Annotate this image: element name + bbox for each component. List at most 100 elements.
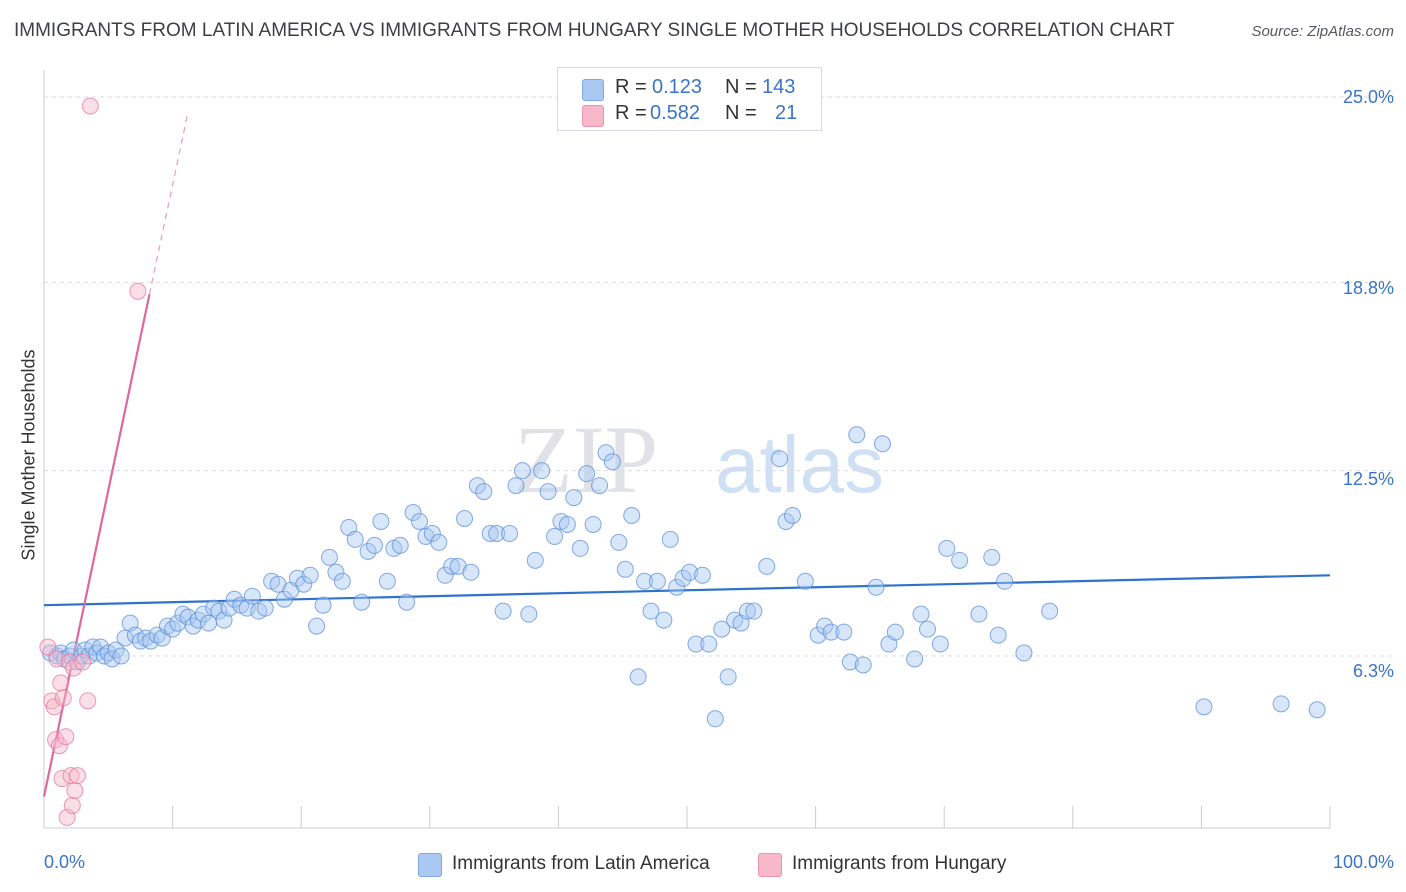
point-latin-america <box>591 477 609 495</box>
point-latin-america <box>951 551 969 569</box>
point-hungary <box>81 97 99 115</box>
point-latin-america <box>488 524 506 542</box>
point-hungary <box>39 638 57 656</box>
point-latin-america <box>256 599 274 617</box>
point-latin-america <box>275 590 293 608</box>
point-latin-america <box>481 524 499 542</box>
point-latin-america <box>359 542 377 560</box>
point-latin-america <box>539 483 557 501</box>
point-latin-america <box>783 507 801 525</box>
point-latin-america <box>571 539 589 557</box>
trend-line-latin-america <box>43 574 1331 607</box>
point-latin-america <box>668 578 686 596</box>
point-latin-america <box>687 635 705 653</box>
bottom-legend-label: Immigrants from Latin America <box>452 853 710 874</box>
point-latin-america <box>700 635 718 653</box>
point-hungary <box>129 282 147 300</box>
point-latin-america <box>225 590 243 608</box>
axes <box>43 70 1331 829</box>
point-latin-america <box>308 617 326 635</box>
point-latin-america <box>378 572 396 590</box>
point-latin-america <box>674 569 692 587</box>
stats-legend: R = 0.123 N = 143 R = 0.582 N = 21 <box>557 67 822 131</box>
watermark-atlas: atlas <box>715 420 884 509</box>
point-latin-america <box>867 578 885 596</box>
point-latin-america <box>629 668 647 686</box>
x-tick-label-min: 0.0% <box>44 852 86 872</box>
y-axis-label: Single Mother Households <box>18 349 39 561</box>
point-latin-america <box>693 566 711 584</box>
point-latin-america <box>430 533 448 551</box>
point-latin-america <box>661 530 679 548</box>
point-latin-america <box>1015 644 1033 662</box>
point-latin-america <box>1308 701 1326 719</box>
point-latin-america <box>886 623 904 641</box>
point-latin-america <box>366 536 384 554</box>
point-latin-america <box>816 617 834 635</box>
point-latin-america <box>989 626 1007 644</box>
point-latin-america <box>771 450 789 468</box>
data-points <box>39 97 1326 826</box>
point-latin-america <box>320 548 338 566</box>
point-latin-america <box>848 426 866 444</box>
point-latin-america <box>288 569 306 587</box>
point-latin-america <box>918 620 936 638</box>
point-latin-america <box>243 587 261 605</box>
y-tick-label: 18.8% <box>1342 278 1394 298</box>
legend-r-value: 0.123 <box>652 76 703 98</box>
point-latin-america <box>777 512 795 530</box>
point-latin-america <box>1272 695 1290 713</box>
source-credit: Source: ZipAtlas.com <box>1251 23 1394 40</box>
x-tick-label-max: 100.0% <box>1332 852 1394 872</box>
point-latin-america <box>533 462 551 480</box>
point-latin-america <box>565 489 583 507</box>
point-latin-america <box>584 515 602 533</box>
point-latin-america <box>391 536 409 554</box>
point-latin-america <box>841 653 859 671</box>
point-latin-america <box>623 507 641 525</box>
watermark-zip: ZIP <box>514 406 658 513</box>
point-latin-america <box>931 635 949 653</box>
point-latin-america <box>578 465 596 483</box>
point-latin-america <box>210 602 228 620</box>
point-latin-america <box>681 563 699 581</box>
point-latin-america <box>938 539 956 557</box>
point-latin-america <box>655 611 673 629</box>
point-latin-america <box>353 593 371 611</box>
point-latin-america <box>494 602 512 620</box>
legend-swatch-latin-america <box>582 79 604 101</box>
point-latin-america <box>205 599 223 617</box>
point-latin-america <box>610 533 628 551</box>
legend-n-label: N = <box>725 102 757 124</box>
chart-title: IMMIGRANTS FROM LATIN AMERICA VS IMMIGRA… <box>14 20 1175 41</box>
point-latin-america <box>468 477 486 495</box>
point-latin-america <box>996 572 1014 590</box>
point-latin-america <box>558 515 576 533</box>
point-latin-america <box>507 477 525 495</box>
point-latin-america <box>501 524 519 542</box>
point-latin-america <box>314 596 332 614</box>
point-latin-america <box>526 551 544 569</box>
legend-n-value: 143 <box>762 76 796 98</box>
point-latin-america <box>796 572 814 590</box>
point-latin-america <box>174 605 192 623</box>
point-latin-america <box>835 623 853 641</box>
point-latin-america <box>423 524 441 542</box>
point-hungary <box>54 689 72 707</box>
point-latin-america <box>642 602 660 620</box>
point-latin-america <box>131 632 149 650</box>
point-latin-america <box>758 557 776 575</box>
point-latin-america <box>983 548 1001 566</box>
point-latin-america <box>112 647 130 665</box>
point-latin-america <box>436 566 454 584</box>
bottom-legend-label: Immigrants from Hungary <box>792 853 1007 874</box>
point-hungary <box>50 737 68 755</box>
bottom-legend-swatch-latin-america <box>418 853 442 877</box>
point-latin-america <box>411 512 429 530</box>
watermark: ZIP atlas <box>514 406 884 513</box>
point-latin-america <box>103 650 121 668</box>
trend-line-hungary <box>42 294 151 797</box>
point-latin-america <box>912 605 930 623</box>
y-tick-label: 12.5% <box>1342 469 1394 489</box>
point-latin-america <box>404 504 422 522</box>
